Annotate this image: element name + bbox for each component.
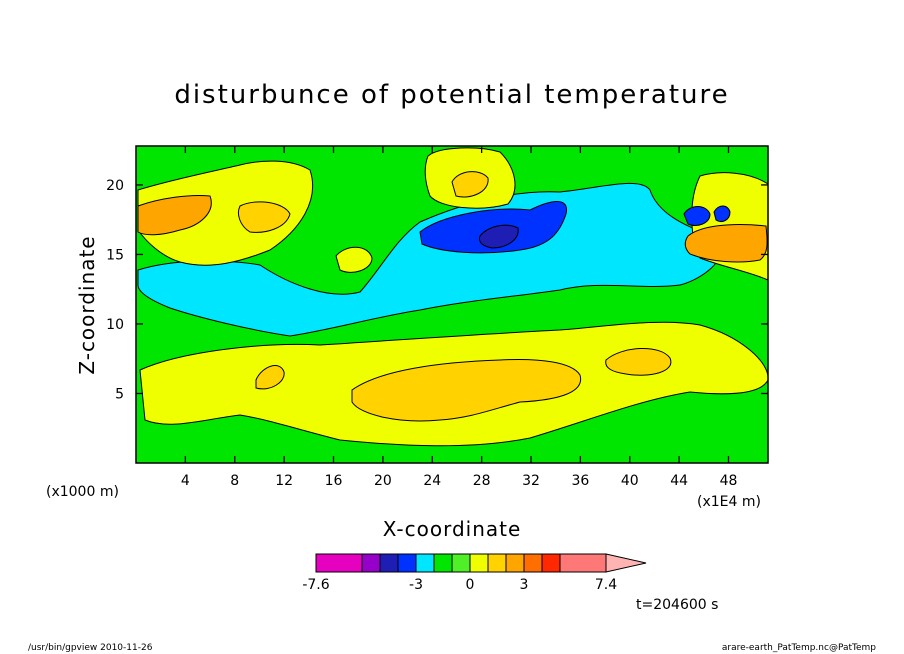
colorbar-tick-label: 0 (466, 577, 475, 593)
contour-region-warm-patch-1 (255, 365, 285, 390)
contour-region-upper-left-yellow (137, 160, 314, 266)
x-tick-label: 36 (571, 473, 589, 489)
x-tick-label: 44 (670, 473, 688, 489)
x-unit-label: (x1E4 m) (697, 494, 761, 510)
colorbar-swatch (433, 553, 453, 573)
x-tick-label: 12 (275, 473, 293, 489)
contour-region-upper-warm-core (451, 171, 489, 198)
colorbar-swatch (559, 553, 607, 573)
colorbar-swatch (315, 553, 363, 573)
colorbar-swatch (415, 553, 435, 573)
colorbar-tick-label: -3 (409, 577, 423, 593)
colorbar-swatch (541, 553, 561, 573)
y-tick-label: 5 (115, 386, 124, 402)
y-tick-label: 15 (106, 247, 124, 263)
colorbar-swatch (505, 553, 525, 573)
colorbar-swatch (397, 553, 417, 573)
colorbar-swatch (487, 553, 507, 573)
contour-region-warm-patch-2 (605, 347, 672, 376)
colorbar-extend-arrow (605, 553, 647, 573)
x-tick-label: 24 (423, 473, 441, 489)
y-unit-label: (x1000 m) (46, 484, 119, 500)
colorbar-swatch (523, 553, 543, 573)
y-axis-label: Z-coordinate (75, 235, 99, 374)
x-tick-label: 8 (230, 473, 239, 489)
x-tick-label: 4 (181, 473, 190, 489)
time-label: t=204600 s (636, 597, 718, 613)
x-tick-label: 48 (720, 473, 738, 489)
chart-title: disturbunce of potential temperature (174, 80, 729, 110)
contour-region-upper-left-orange-2 (237, 201, 291, 233)
colorbar-swatch (469, 553, 489, 573)
x-axis-label: X-coordinate (383, 517, 522, 541)
x-tick-label: 40 (621, 473, 639, 489)
colorbar-tick-label: 7.4 (595, 577, 617, 593)
colorbar-tick-label: 3 (520, 577, 529, 593)
colorbar: -7.6 -3 0 3 7.4 (302, 553, 647, 593)
colorbar-swatch (451, 553, 471, 573)
y-tick-label: 20 (106, 178, 124, 194)
y-axis: 5 10 15 20 (106, 178, 768, 402)
x-tick-label: 28 (473, 473, 491, 489)
x-axis: 4 8 12 16 20 24 28 32 36 40 44 48 (181, 146, 738, 489)
contour-region-upper-left-orange (137, 195, 212, 236)
x-tick-label: 32 (522, 473, 540, 489)
plot-area (135, 145, 769, 464)
colorbar-swatch (379, 553, 399, 573)
contour-region-right-cold-2 (713, 205, 731, 223)
contour-region-warm-core (351, 359, 582, 422)
x-tick-label: 20 (374, 473, 392, 489)
y-tick-label: 10 (106, 317, 124, 333)
colorbar-swatch (361, 553, 381, 573)
contour-region-right-cold-1 (683, 206, 711, 227)
contour-region-warm-blob-left (335, 246, 373, 273)
footer-left: /usr/bin/gpview 2010-11-26 (28, 643, 153, 653)
contour-region-cold-core-inner (479, 224, 519, 249)
footer-right: arare-earth_PatTemp.nc@PatTemp (722, 643, 876, 653)
plot-frame (135, 145, 769, 464)
x-tick-label: 16 (325, 473, 343, 489)
contour-region-right-orange (684, 224, 768, 263)
colorbar-tick-label: -7.6 (302, 577, 329, 593)
